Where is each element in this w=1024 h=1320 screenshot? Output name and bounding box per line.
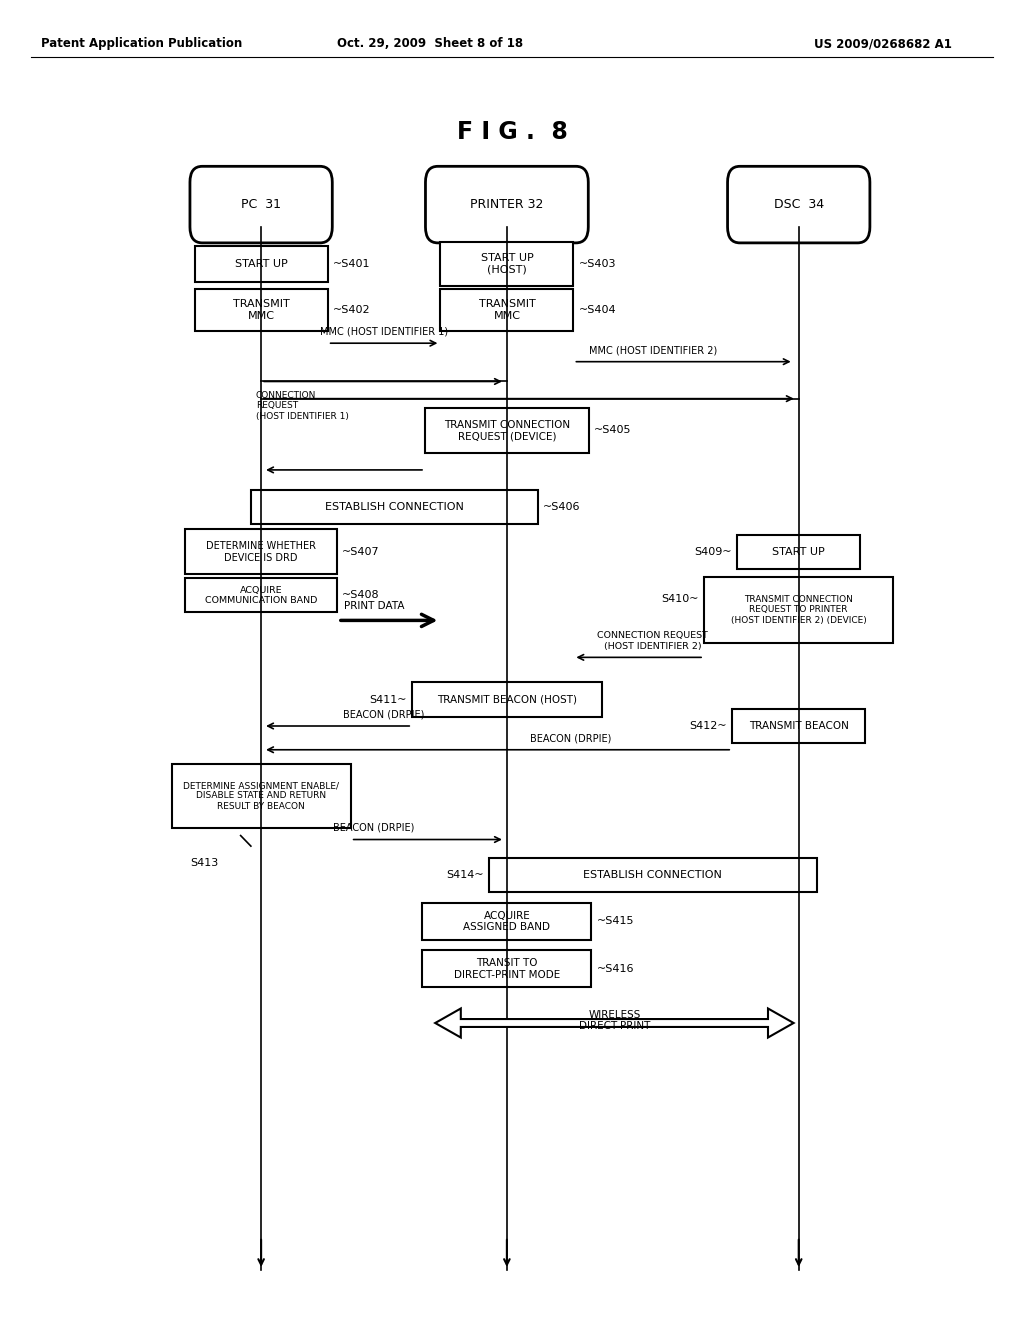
Text: ~S404: ~S404 [579, 305, 616, 315]
Bar [488, 858, 816, 892]
Bar [185, 529, 337, 574]
Bar [737, 535, 860, 569]
Text: US 2009/0268682 A1: US 2009/0268682 A1 [814, 37, 952, 50]
Bar [440, 242, 573, 286]
Text: F I G .  8: F I G . 8 [457, 120, 567, 144]
Text: Oct. 29, 2009  Sheet 8 of 18: Oct. 29, 2009 Sheet 8 of 18 [337, 37, 523, 50]
Text: Patent Application Publication: Patent Application Publication [41, 37, 243, 50]
Text: WIRELESS
DIRECT-PRINT: WIRELESS DIRECT-PRINT [579, 1010, 650, 1031]
Text: CONNECTION REQUEST
(HOST IDENTIFIER 2): CONNECTION REQUEST (HOST IDENTIFIER 2) [597, 631, 709, 651]
FancyBboxPatch shape [190, 166, 332, 243]
Text: PRINTER 32: PRINTER 32 [470, 198, 544, 211]
Text: ~S403: ~S403 [579, 259, 616, 269]
Text: TRANSMIT BEACON (HOST): TRANSMIT BEACON (HOST) [437, 694, 577, 705]
Text: TRANSIT TO
DIRECT-PRINT MODE: TRANSIT TO DIRECT-PRINT MODE [454, 958, 560, 979]
Text: START UP: START UP [234, 259, 288, 269]
Bar [412, 682, 601, 717]
Text: ~S407: ~S407 [342, 546, 380, 557]
Text: S411~: S411~ [370, 694, 407, 705]
Text: TRANSMIT
MMC: TRANSMIT MMC [232, 300, 290, 321]
Text: ~S416: ~S416 [596, 964, 634, 974]
Text: ~S401: ~S401 [333, 259, 371, 269]
Bar [251, 490, 538, 524]
Bar [195, 246, 328, 282]
Text: BEACON (DRPIE): BEACON (DRPIE) [530, 733, 611, 743]
Bar [195, 289, 328, 331]
Text: TRANSMIT
MMC: TRANSMIT MMC [478, 300, 536, 321]
Text: ESTABLISH CONNECTION: ESTABLISH CONNECTION [584, 870, 722, 880]
Text: MMC (HOST IDENTIFIER 1): MMC (HOST IDENTIFIER 1) [319, 326, 449, 337]
Text: ~S405: ~S405 [594, 425, 632, 436]
Text: START UP: START UP [772, 546, 825, 557]
Bar [425, 408, 589, 453]
Text: ~S402: ~S402 [333, 305, 371, 315]
Polygon shape [435, 1008, 794, 1038]
FancyBboxPatch shape [426, 166, 588, 243]
Bar [172, 764, 350, 828]
Text: ESTABLISH CONNECTION: ESTABLISH CONNECTION [325, 502, 464, 512]
Text: S413: S413 [190, 858, 219, 869]
Text: ~S406: ~S406 [543, 502, 581, 512]
Bar [705, 577, 893, 643]
Bar [422, 903, 592, 940]
Text: ACQUIRE
COMMUNICATION BAND: ACQUIRE COMMUNICATION BAND [205, 586, 317, 605]
Text: S410~: S410~ [662, 594, 698, 605]
Text: DSC  34: DSC 34 [774, 198, 823, 211]
Text: TRANSMIT CONNECTION
REQUEST (DEVICE): TRANSMIT CONNECTION REQUEST (DEVICE) [443, 420, 570, 441]
Text: TRANSMIT CONNECTION
REQUEST TO PRINTER
(HOST IDENTIFIER 2) (DEVICE): TRANSMIT CONNECTION REQUEST TO PRINTER (… [731, 595, 866, 624]
Bar [185, 578, 337, 612]
Text: PC  31: PC 31 [241, 198, 282, 211]
Text: TRANSMIT BEACON: TRANSMIT BEACON [749, 721, 849, 731]
Text: DETERMINE WHETHER
DEVICE IS DRD: DETERMINE WHETHER DEVICE IS DRD [206, 541, 316, 562]
Bar [422, 950, 592, 987]
Text: MMC (HOST IDENTIFIER 2): MMC (HOST IDENTIFIER 2) [589, 345, 717, 355]
Text: BEACON (DRPIE): BEACON (DRPIE) [343, 709, 425, 719]
Text: PRINT DATA: PRINT DATA [343, 601, 404, 611]
Text: BEACON (DRPIE): BEACON (DRPIE) [333, 822, 415, 833]
Text: ACQUIRE
ASSIGNED BAND: ACQUIRE ASSIGNED BAND [464, 911, 550, 932]
Text: CONNECTION
REQUEST
(HOST IDENTIFIER 1): CONNECTION REQUEST (HOST IDENTIFIER 1) [256, 391, 349, 421]
FancyBboxPatch shape [727, 166, 870, 243]
Bar [440, 289, 573, 331]
Text: START UP
(HOST): START UP (HOST) [480, 253, 534, 275]
Text: ~S408: ~S408 [342, 590, 380, 601]
Text: S412~: S412~ [689, 721, 727, 731]
Text: ~S415: ~S415 [596, 916, 634, 927]
Text: S409~: S409~ [694, 546, 732, 557]
Bar [732, 709, 865, 743]
Text: S414~: S414~ [446, 870, 483, 880]
Text: DETERMINE ASSIGNMENT ENABLE/
DISABLE STATE AND RETURN
RESULT BY BEACON: DETERMINE ASSIGNMENT ENABLE/ DISABLE STA… [183, 781, 339, 810]
